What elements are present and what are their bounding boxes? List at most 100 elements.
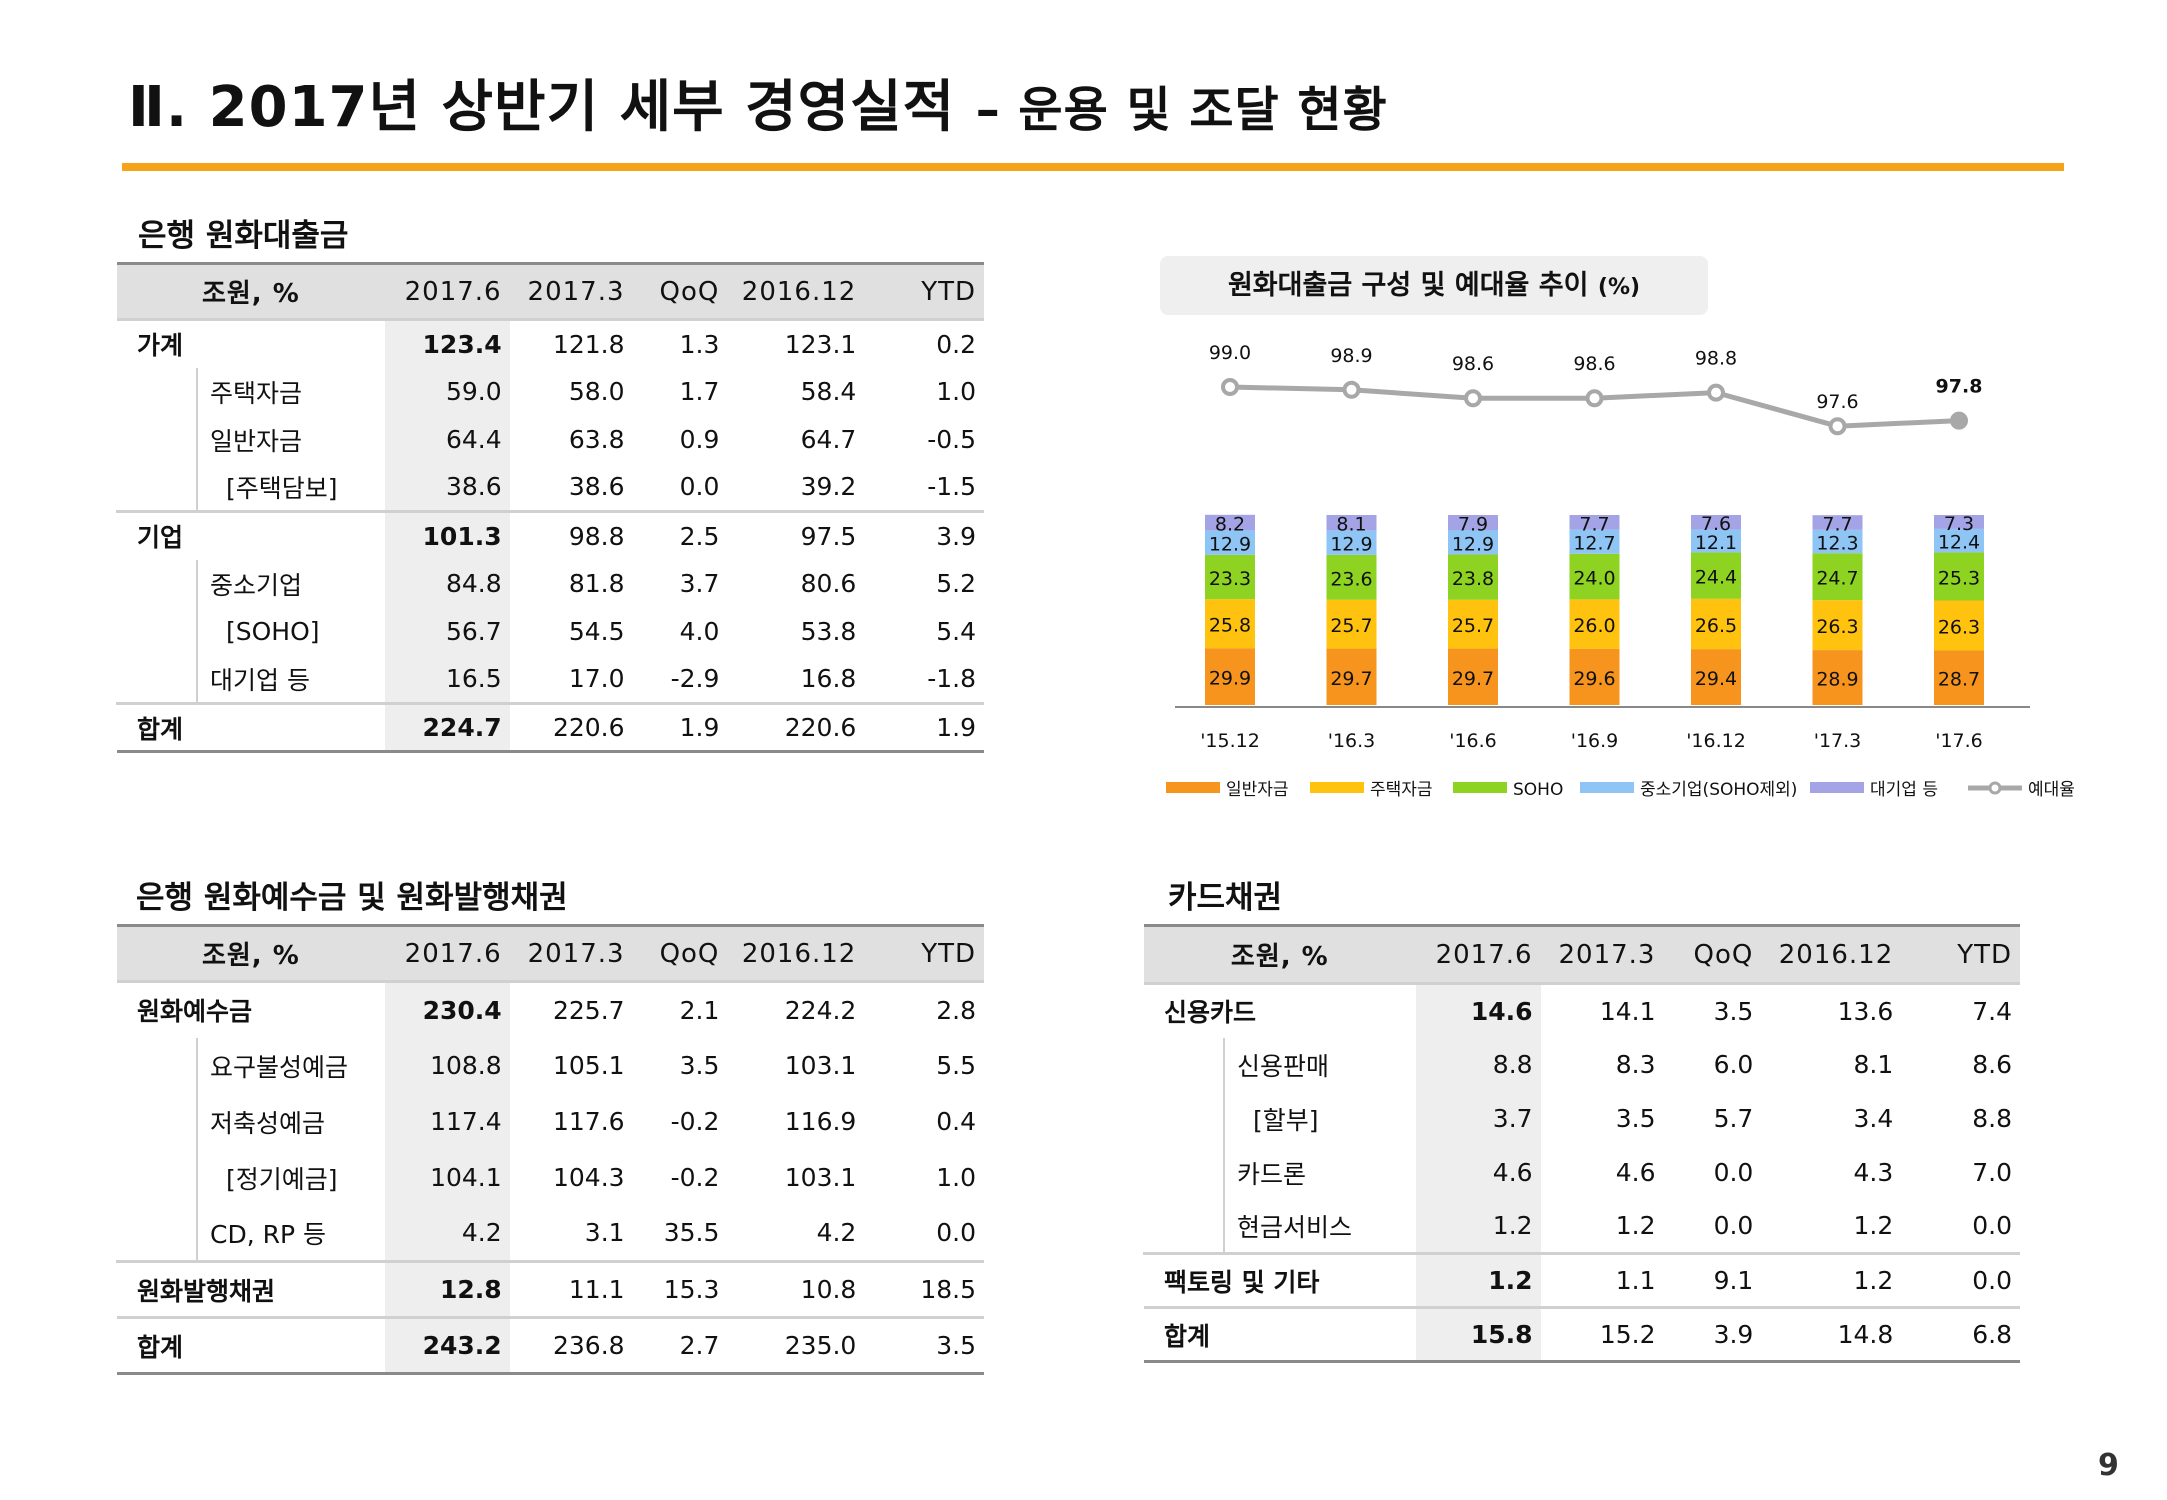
table-row: 요구불성예금 108.8 105.1 3.5 103.1 5.5 <box>117 1037 984 1094</box>
data-label: 7.7 <box>1579 513 1609 535</box>
cell-value: 104.1 <box>384 1149 510 1206</box>
column-header: YTD <box>921 938 976 969</box>
column-header: QoQ <box>659 276 720 307</box>
card-section-title: 카드채권 <box>1168 880 1283 916</box>
chart-title-text: 원화대출금 구성 및 예대율 추이 <box>1227 270 1589 301</box>
cell-value: 7.0 <box>1972 1158 2012 1187</box>
data-label: 12.9 <box>1330 534 1372 556</box>
row-label: 가계 <box>117 318 385 368</box>
cell-value: 18.5 <box>864 1260 984 1318</box>
cell-value: 4.3 <box>1853 1158 1894 1187</box>
loans-section-title: 은행 원화대출금 <box>138 218 349 254</box>
table-row: CD, RP 등 4.2 3.1 35.5 4.2 0.0 <box>117 1205 984 1262</box>
cell-value: 117.4 <box>384 1093 510 1150</box>
bar-segment <box>1448 599 1498 649</box>
bar-segment <box>1812 600 1863 651</box>
bar-segment <box>1934 515 1984 529</box>
table-row: [SOHO] 56.7 54.5 4.0 53.8 5.4 <box>117 607 984 656</box>
data-label: 12.9 <box>1209 534 1251 556</box>
cell-value: 0.0 <box>1713 1211 1754 1241</box>
cell-value: 0.0 <box>679 472 720 502</box>
cell-value: 1.2 <box>1415 1252 1541 1308</box>
cell-value: -1.8 <box>927 664 976 694</box>
data-label: 12.7 <box>1573 533 1615 555</box>
cell-value: -1.5 <box>927 472 976 502</box>
cell-value: 0.0 <box>936 1218 976 1248</box>
cell-value: 3.9 <box>864 510 984 560</box>
ratio-label: 99.0 <box>1209 342 1251 364</box>
cell-value: 236.8 <box>509 1316 633 1375</box>
cell-value: 64.7 <box>800 425 857 454</box>
column-header: QoQ <box>659 938 720 969</box>
cell-value: -0.2 <box>670 1107 720 1136</box>
bar-segment <box>1326 530 1377 555</box>
bar-segment <box>1326 554 1377 600</box>
column-header: 2017.6 <box>384 925 510 982</box>
cell-value: 117.6 <box>552 1107 625 1136</box>
row-label: 신용판매 <box>1144 1037 1416 1092</box>
ratio-label: 98.6 <box>1452 353 1494 375</box>
tick-label: '16.6 <box>1449 730 1497 752</box>
table-row: 팩토링 및 기타 1.2 1.1 9.1 1.2 0.0 <box>1144 1252 2020 1308</box>
cell-value: 17.0 <box>568 664 625 694</box>
bar-segment <box>1569 553 1620 600</box>
ratio-point <box>1585 389 1604 408</box>
row-label: [정기예금] <box>117 1149 385 1206</box>
bar-segment <box>1448 530 1498 555</box>
cell-value: 8.1 <box>1853 1050 1894 1079</box>
row-label: 대기업 등 <box>117 655 385 704</box>
cell-value: 6.0 <box>1713 1050 1754 1079</box>
data-label: 29.7 <box>1452 668 1494 690</box>
tick-label: '16.3 <box>1328 730 1376 752</box>
data-label: 7.7 <box>1822 514 1852 536</box>
table-row: 주택자금 59.0 58.0 1.7 58.4 1.0 <box>117 367 984 416</box>
cell-value: 4.2 <box>384 1205 510 1262</box>
row-label: 저축성예금 <box>117 1093 385 1150</box>
tick-label: '17.6 <box>1935 730 1983 752</box>
cell-value: 8.6 <box>1972 1050 2012 1079</box>
bar-segment <box>1691 515 1741 530</box>
data-label: 25.7 <box>1330 615 1372 637</box>
data-label: 29.4 <box>1695 668 1737 690</box>
row-label: [주택담보] <box>117 463 385 512</box>
cell-value: 4.0 <box>679 617 720 646</box>
data-label: 26.5 <box>1695 615 1737 637</box>
cell-value: 103.1 <box>784 1051 857 1080</box>
cell-value: 1.7 <box>679 377 720 406</box>
data-label: 24.4 <box>1695 567 1737 589</box>
deposits-section-title: 은행 원화예수금 및 원화발행채권 <box>136 880 568 916</box>
data-label: 7.6 <box>1701 513 1731 535</box>
legend-line-marker <box>1988 781 2002 795</box>
cell-value: 121.8 <box>509 318 633 368</box>
cell-value: 1.1 <box>1540 1252 1664 1308</box>
loan-composition-chart: 29.925.823.312.98.2'15.1229.725.723.612.… <box>1166 342 2075 800</box>
cell-value: 103.1 <box>784 1163 857 1192</box>
cell-value: 1.0 <box>936 1163 976 1192</box>
loans-table: 조원, % 2017.6 2017.3 QoQ 2016.12 YTD 가계 123.4 121… <box>116 262 984 753</box>
cell-value: 1.2 <box>1615 1211 1656 1241</box>
cell-value: 108.8 <box>384 1037 510 1094</box>
data-label: 7.3 <box>1944 513 1974 535</box>
cell-value: 2.7 <box>632 1316 728 1375</box>
legend-label: 대기업 등 <box>1870 780 1938 800</box>
column-header: 조원, % <box>201 941 300 971</box>
cell-value: 8.3 <box>1615 1050 1656 1079</box>
bar-segment <box>1934 600 1984 651</box>
cell-value: 6.8 <box>1901 1306 2020 1363</box>
bar-segment <box>1934 650 1984 705</box>
cell-value: 53.8 <box>800 617 857 646</box>
cell-value: 0.0 <box>1713 1158 1754 1187</box>
cell-value: 243.2 <box>384 1316 510 1375</box>
data-label: 24.7 <box>1816 568 1858 590</box>
bar-segment <box>1205 530 1255 555</box>
legend-label: SOHO <box>1513 780 1563 800</box>
column-header: YTD <box>1957 939 2012 970</box>
legend-label: 예대율 <box>2028 780 2075 800</box>
row-label: 주택자금 <box>117 367 385 416</box>
cell-value: 8.8 <box>1972 1104 2012 1133</box>
row-label: 요구불성예금 <box>117 1037 385 1094</box>
cell-value: 3.4 <box>1853 1104 1894 1133</box>
cell-value: 7.4 <box>1901 982 2020 1038</box>
cell-value: 39.2 <box>800 472 857 502</box>
row-label: 기업 <box>117 510 385 560</box>
